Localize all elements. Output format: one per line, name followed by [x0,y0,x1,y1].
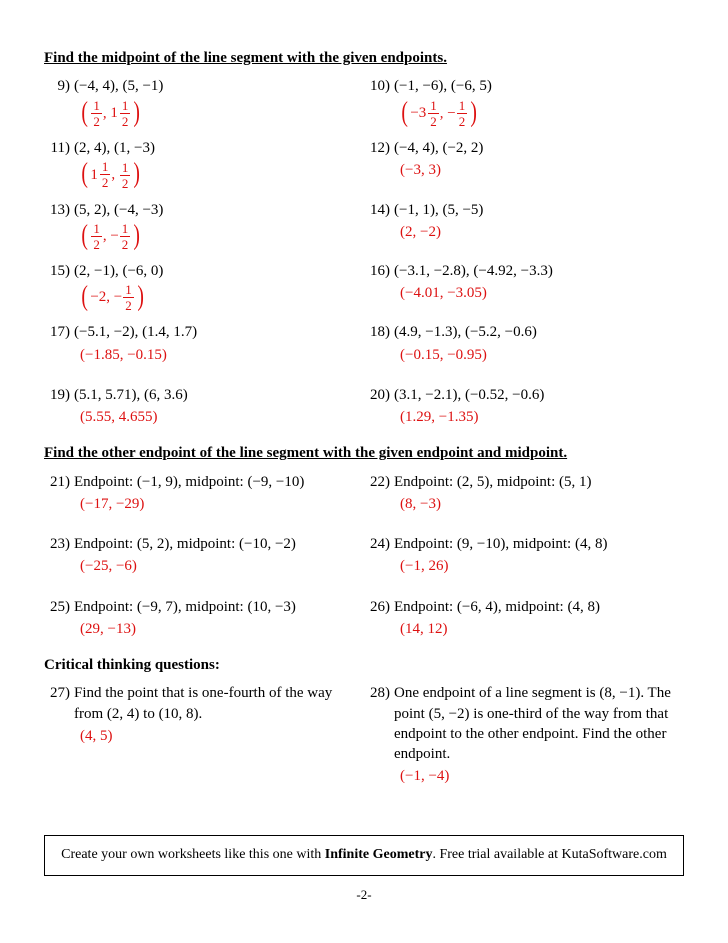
problem-17: 17) (−5.1, −2), (1.4, 1.7) (−1.85, −0.15… [44,320,364,373]
answer: (−4.01, −3.05) [394,283,678,303]
section3-grid: 27) Find the point that is one-fourth of… [44,681,684,794]
problem-number: 11) [44,138,74,158]
question: (5, 2), (−4, −3) [74,200,358,220]
problem-22: 22) Endpoint: (2, 5), midpoint: (5, 1) (… [364,470,684,523]
answer: (−1, 26) [394,556,678,576]
answer: (−17, −29) [74,494,358,514]
question: Endpoint: (9, −10), midpoint: (4, 8) [394,534,678,554]
problem-number: 20) [364,385,394,405]
problem-19: 19) (5.1, 5.71), (6, 3.6) (5.55, 4.655) [44,383,364,436]
problem-18: 18) (4.9, −1.3), (−5.2, −0.6) (−0.15, −0… [364,320,684,373]
question: (−5.1, −2), (1.4, 1.7) [74,322,358,342]
question: Endpoint: (5, 2), midpoint: (−10, −2) [74,534,358,554]
answer: ( 112, 12 ) [74,160,358,189]
problem-20: 20) (3.1, −2.1), (−0.52, −0.6) (1.29, −1… [364,383,684,436]
problem-number: 17) [44,322,74,342]
section2-grid: 21) Endpoint: (−1, 9), midpoint: (−9, −1… [44,470,684,648]
question: (3.1, −2.1), (−0.52, −0.6) [394,385,678,405]
footer-pre: Create your own worksheets like this one… [61,847,325,862]
problem-21: 21) Endpoint: (−1, 9), midpoint: (−9, −1… [44,470,364,523]
question: (5.1, 5.71), (6, 3.6) [74,385,358,405]
answer: (−3, 3) [394,160,678,180]
problem-24: 24) Endpoint: (9, −10), midpoint: (4, 8)… [364,532,684,585]
problem-9: 9) (−4, 4), (5, −1) ( 12, 112 ) [44,74,364,136]
question: Endpoint: (2, 5), midpoint: (5, 1) [394,472,678,492]
problem-15: 15) (2, −1), (−6, 0) ( −2, −12 ) [44,259,364,320]
problem-12: 12) (−4, 4), (−2, 2) (−3, 3) [364,136,684,198]
problem-number: 14) [364,200,394,220]
problem-number: 25) [44,597,74,617]
section1-grid: 9) (−4, 4), (5, −1) ( 12, 112 ) 10) (−1,… [44,74,684,435]
answer: (14, 12) [394,619,678,639]
answer: (5.55, 4.655) [74,407,358,427]
question: (−4, 4), (−2, 2) [394,138,678,158]
problem-23: 23) Endpoint: (5, 2), midpoint: (−10, −2… [44,532,364,585]
problem-number: 21) [44,472,74,492]
problem-number: 23) [44,534,74,554]
problem-28: 28) One endpoint of a line segment is (8… [364,681,684,794]
footer-post: . Free trial available at KutaSoftware.c… [432,847,666,862]
problem-number: 13) [44,200,74,220]
answer: (4, 5) [74,726,358,746]
question: (2, 4), (1, −3) [74,138,358,158]
answer: (−25, −6) [74,556,358,576]
footer-box: Create your own worksheets like this one… [44,835,684,876]
page-number: -2- [44,886,684,904]
problem-number: 15) [44,261,74,281]
problem-number: 10) [364,76,394,96]
answer: ( −2, −12 ) [74,283,358,312]
answer: (−0.15, −0.95) [394,345,678,365]
problem-number: 9) [44,76,74,96]
answer: ( 12, −12 ) [74,222,358,251]
answer: (−1.85, −0.15) [74,345,358,365]
answer: (−1, −4) [394,766,678,786]
problem-number: 26) [364,597,394,617]
problem-25: 25) Endpoint: (−9, 7), midpoint: (10, −3… [44,595,364,648]
problem-10: 10) (−1, −6), (−6, 5) ( −312, −12 ) [364,74,684,136]
question: Endpoint: (−6, 4), midpoint: (4, 8) [394,597,678,617]
question: (−4, 4), (5, −1) [74,76,358,96]
answer: (1.29, −1.35) [394,407,678,427]
problem-13: 13) (5, 2), (−4, −3) ( 12, −12 ) [44,198,364,259]
question: Endpoint: (−9, 7), midpoint: (10, −3) [74,597,358,617]
question: Endpoint: (−1, 9), midpoint: (−9, −10) [74,472,358,492]
problem-number: 12) [364,138,394,158]
question: (4.9, −1.3), (−5.2, −0.6) [394,322,678,342]
problem-number: 18) [364,322,394,342]
problem-number: 24) [364,534,394,554]
answer: ( 12, 112 ) [74,99,358,128]
answer: (8, −3) [394,494,678,514]
section3-title: Critical thinking questions: [44,655,684,675]
footer-bold: Infinite Geometry [325,847,433,862]
question: (−1, −6), (−6, 5) [394,76,678,96]
answer: ( −312, −12 ) [394,99,678,128]
problem-16: 16) (−3.1, −2.8), (−4.92, −3.3) (−4.01, … [364,259,684,320]
problem-26: 26) Endpoint: (−6, 4), midpoint: (4, 8) … [364,595,684,648]
problem-number: 28) [364,683,394,703]
question: (−3.1, −2.8), (−4.92, −3.3) [394,261,678,281]
answer: (2, −2) [394,222,678,242]
problem-number: 27) [44,683,74,703]
problem-11: 11) (2, 4), (1, −3) ( 112, 12 ) [44,136,364,198]
answer: (29, −13) [74,619,358,639]
problem-27: 27) Find the point that is one-fourth of… [44,681,364,794]
problem-number: 16) [364,261,394,281]
section1-title: Find the midpoint of the line segment wi… [44,48,684,68]
question: One endpoint of a line segment is (8, −1… [394,683,678,764]
section2-title: Find the other endpoint of the line segm… [44,443,684,463]
question: (2, −1), (−6, 0) [74,261,358,281]
problem-number: 22) [364,472,394,492]
problem-number: 19) [44,385,74,405]
question: (−1, 1), (5, −5) [394,200,678,220]
question: Find the point that is one-fourth of the… [74,683,358,724]
problem-14: 14) (−1, 1), (5, −5) (2, −2) [364,198,684,259]
